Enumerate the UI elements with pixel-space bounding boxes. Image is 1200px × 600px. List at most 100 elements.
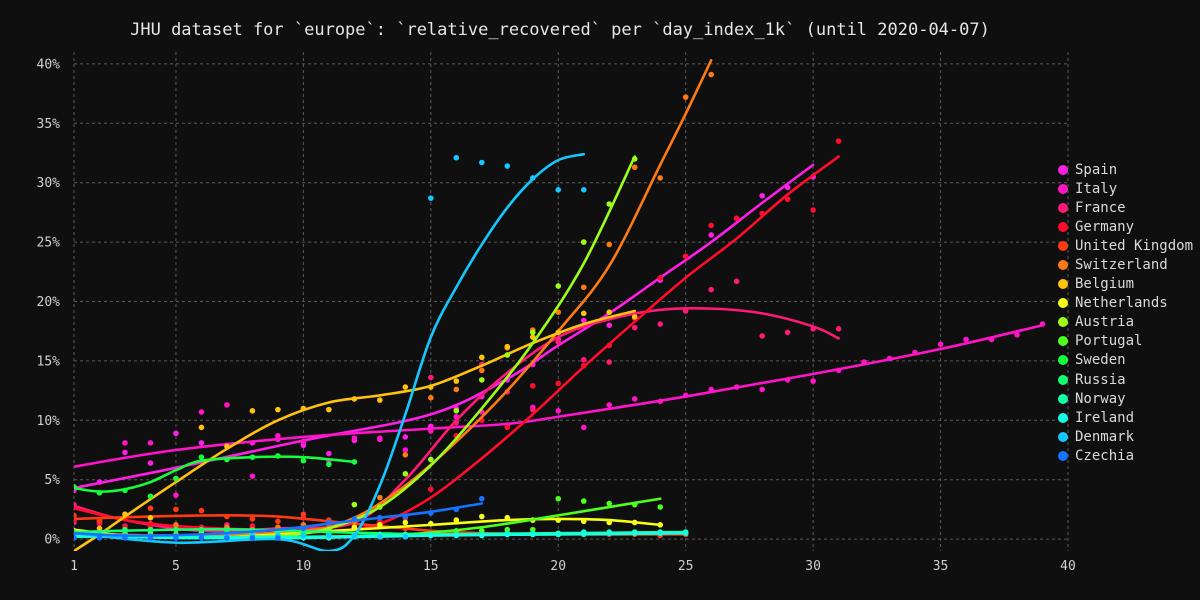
trend-line-spain [74,163,815,490]
trend-line-france [74,306,840,533]
data-point-russia [173,526,179,533]
data-point-sweden [173,475,179,482]
data-point-sweden [122,487,128,494]
data-point-belgium [504,343,511,350]
data-point-denmark [529,175,536,181]
data-point-germany [555,380,562,387]
legend-marker [1058,183,1068,194]
legend-label: Denmark [1075,428,1135,445]
data-point-france [810,326,816,332]
data-point-belgium [122,511,128,517]
data-point-denmark [580,187,587,193]
data-point-italy [784,377,791,383]
x-tick-label: 1 [70,559,78,574]
legend-item-russia: Russia [1058,370,1193,389]
data-point-belgium [326,406,332,413]
x-tick-label: 20 [550,559,566,574]
legend-item-belgium: Belgium [1058,275,1193,294]
data-point-russia [122,526,128,533]
data-point-belgium [453,378,460,384]
legend-label: Switzerland [1075,257,1168,274]
data-point-ireland [631,530,638,536]
y-tick-label: 40% [37,57,61,72]
y-tick-label: 35% [37,117,61,132]
data-point-belgium [224,443,230,450]
data-point-switzerland [708,71,714,78]
data-point-switzerland [428,394,434,401]
data-point-italy [682,392,689,399]
data-point-germany [835,138,842,144]
data-point-netherlands [351,524,358,531]
legend-marker [1058,298,1068,309]
data-point-denmark [377,533,383,540]
data-point-italy [1039,321,1046,327]
legend-label: Germany [1075,218,1135,235]
data-point-austria [555,283,562,289]
data-point-switzerland [631,164,638,171]
legend-marker [1058,164,1068,175]
data-point-france [759,333,765,339]
data-point-sweden [249,454,256,460]
data-point-netherlands [428,520,434,527]
data-point-france [529,406,536,413]
data-point-czechia [96,535,103,541]
data-point-denmark [300,532,307,539]
data-point-germany [580,362,587,369]
x-tick-label: 5 [172,559,180,574]
data-point-russia [224,526,230,533]
data-point-sweden [96,489,103,496]
data-point-germany [759,210,765,217]
legend-marker [1058,221,1068,232]
data-point-spain [173,430,179,437]
data-point-austria [428,456,434,463]
data-point-belgium [275,406,281,413]
data-point-russia [147,526,154,533]
data-point-czechia [147,535,154,541]
data-point-switzerland [173,522,179,528]
data-point-spain [402,434,409,440]
data-point-belgium [631,314,638,320]
data-point-france [682,308,689,314]
data-point-france [708,286,714,293]
data-point-austria [529,329,536,336]
legend-label: Netherlands [1075,295,1168,312]
data-point-czechia [402,513,409,520]
legend-marker [1058,393,1068,404]
legend-marker [1058,202,1068,213]
data-point-italy [937,341,944,348]
data-point-italy [631,396,638,402]
data-point-belgium [529,334,536,340]
data-point-switzerland [657,175,664,181]
data-point-switzerland [606,241,613,248]
data-point-portugal [606,500,613,507]
data-point-italy [224,402,230,408]
x-tick-label: 30 [805,559,821,574]
legend-label: Belgium [1075,276,1135,293]
data-point-belgium [377,397,383,403]
data-point-switzerland [682,94,689,100]
data-point-austria [504,352,511,358]
data-point-ireland [478,532,485,539]
legend-item-ireland: Ireland [1058,408,1193,427]
data-point-italy [377,435,383,441]
data-point-italy [657,398,664,405]
data-point-ireland [657,530,664,536]
data-point-czechia [300,525,307,532]
legend-label: Portugal [1075,333,1143,350]
x-tick-label: 10 [296,559,312,574]
data-point-italy [988,336,995,343]
data-point-portugal [657,504,664,510]
legend-label: Sweden [1075,352,1126,369]
x-tick-label: 25 [678,559,694,574]
y-tick-label: 30% [37,176,61,191]
data-point-united-kingdom [74,512,77,519]
data-point-belgium [555,329,562,336]
legend-label: Italy [1075,180,1118,197]
legend-item-austria: Austria [1058,313,1193,332]
legend-marker [1058,355,1068,366]
legend-marker [1058,431,1068,442]
series-layer [74,59,1046,551]
data-point-netherlands [580,518,587,525]
data-point-sweden [275,453,281,459]
data-point-italy [173,492,179,498]
